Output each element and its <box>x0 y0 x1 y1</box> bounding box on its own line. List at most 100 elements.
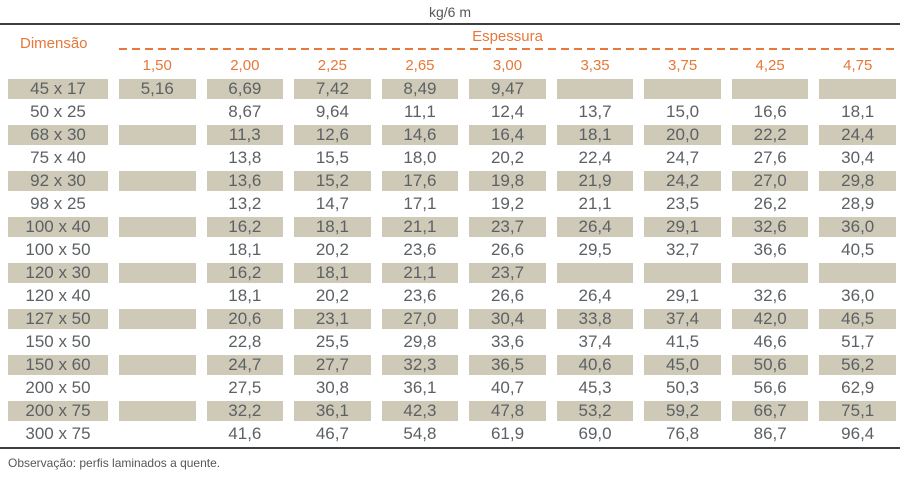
value-cell: 5,16 <box>119 79 196 99</box>
value-cell: 66,7 <box>731 401 809 421</box>
value-cell: 22,4 <box>578 148 612 167</box>
column-header: 1,50 <box>142 56 172 74</box>
value-cell <box>819 79 896 99</box>
value-cell: 13,2 <box>228 194 262 213</box>
value-cell: 24,2 <box>644 171 721 191</box>
top-divider <box>0 23 900 25</box>
value-cell: 54,8 <box>403 424 437 443</box>
value-cell: 16,2 <box>206 217 284 237</box>
value-cell: 29,1 <box>644 217 721 237</box>
value-cell: 69,0 <box>578 424 612 443</box>
value-cell: 76,8 <box>666 424 700 443</box>
thickness-header-zone: Espessura <box>119 25 896 53</box>
value-cell: 53,2 <box>556 401 634 421</box>
table-row: 100 x 50 18,1 20,2 23,6 26,6 29,5 32,7 36,6 40,5 <box>8 240 896 260</box>
value-cell: 50,3 <box>666 378 700 397</box>
value-cell: 15,0 <box>666 102 700 121</box>
value-cell: 21,9 <box>556 171 634 191</box>
value-cell: 27,6 <box>753 148 787 167</box>
value-cell: 22,8 <box>228 332 262 351</box>
value-cell <box>644 263 721 283</box>
value-cell: 18,1 <box>228 240 262 259</box>
table-body: 45 x 17 5,16 6,69 7,42 8,49 9,47 50 x 25 8,67 9,… <box>8 79 896 444</box>
value-cell: 61,9 <box>490 424 525 443</box>
value-cell <box>119 401 196 421</box>
value-cell: 32,6 <box>753 286 787 305</box>
column-header: 2,25 <box>317 56 347 74</box>
table-row: 120 x 30 16,2 18,1 21,1 23,7 <box>8 263 896 283</box>
value-cell <box>119 102 196 122</box>
value-cell: 26,6 <box>490 286 525 305</box>
value-cell: 32,3 <box>381 355 459 375</box>
value-cell: 23,6 <box>403 286 437 305</box>
value-cell <box>119 424 196 444</box>
column-header: 4,25 <box>755 56 785 74</box>
value-cell: 47,8 <box>469 401 546 421</box>
footnote: Observação: perfis laminados a quente. <box>8 456 221 470</box>
table-row: 68 x 30 11,3 12,6 14,6 16,4 18,1 20,0 22,2 24,4 <box>8 125 896 145</box>
dimension-cell: 98 x 25 <box>30 194 86 213</box>
table-row: 150 x 50 22,8 25,5 29,8 33,6 37,4 41,5 46,6 51,7 <box>8 332 896 352</box>
dimension-cell: 200 x 50 <box>25 378 91 397</box>
value-cell: 32,7 <box>666 240 700 259</box>
value-cell: 45,3 <box>578 378 612 397</box>
value-cell: 23,7 <box>469 263 546 283</box>
value-cell: 16,2 <box>206 263 284 283</box>
value-cell: 56,6 <box>753 378 787 397</box>
value-cell: 27,0 <box>731 171 809 191</box>
value-cell: 7,42 <box>294 79 371 99</box>
value-cell: 26,2 <box>753 194 787 213</box>
value-cell <box>119 217 196 237</box>
bottom-divider <box>0 447 900 449</box>
value-cell: 11,3 <box>206 125 284 145</box>
value-cell: 29,8 <box>403 332 437 351</box>
value-cell <box>119 286 196 306</box>
value-cell: 11,1 <box>404 102 436 121</box>
value-cell: 24,7 <box>206 355 284 375</box>
value-cell <box>119 355 196 375</box>
table-row: 45 x 17 5,16 6,69 7,42 8,49 9,47 <box>8 79 896 99</box>
dimension-cell: 75 x 40 <box>30 148 86 167</box>
dimension-cell: 120 x 40 <box>25 286 91 305</box>
value-cell <box>819 263 896 283</box>
value-cell: 18,1 <box>294 263 371 283</box>
value-cell: 36,5 <box>469 355 546 375</box>
value-cell: 20,2 <box>315 240 349 259</box>
value-cell: 36,0 <box>841 286 875 305</box>
value-cell <box>731 263 809 283</box>
value-cell: 26,4 <box>578 286 612 305</box>
dimension-cell: 68 x 30 <box>8 125 108 145</box>
value-cell: 21,1 <box>578 194 612 213</box>
value-cell: 46,7 <box>315 424 349 443</box>
value-cell: 14,6 <box>381 125 459 145</box>
dimension-cell: 120 x 30 <box>8 263 108 283</box>
value-cell: 20,2 <box>490 148 525 167</box>
value-cell: 27,0 <box>381 309 459 329</box>
value-cell: 19,8 <box>469 171 546 191</box>
value-cell: 17,6 <box>381 171 459 191</box>
value-cell: 18,1 <box>294 217 371 237</box>
dimension-cell: 200 x 75 <box>8 401 108 421</box>
value-cell: 40,5 <box>841 240 875 259</box>
value-cell: 15,2 <box>294 171 371 191</box>
value-cell: 12,6 <box>294 125 371 145</box>
table-row: 50 x 25 8,67 9,64 11,1 12,4 13,7 15,0 16,6 18,1 <box>8 102 896 122</box>
value-cell: 25,5 <box>315 332 349 351</box>
value-cell: 40,6 <box>556 355 634 375</box>
value-cell: 30,4 <box>841 148 875 167</box>
value-cell: 13,7 <box>578 102 612 121</box>
value-cell: 23,5 <box>666 194 700 213</box>
value-cell: 29,1 <box>666 286 700 305</box>
value-cell: 32,2 <box>206 401 284 421</box>
value-cell <box>119 148 196 168</box>
table-row: 98 x 25 13,2 14,7 17,1 19,2 21,1 23,5 26,2 28,9 <box>8 194 896 214</box>
value-cell <box>119 240 196 260</box>
value-cell <box>119 263 196 283</box>
value-cell: 40,7 <box>490 378 525 397</box>
value-cell: 51,7 <box>841 332 875 351</box>
value-cell: 27,5 <box>228 378 262 397</box>
value-cell: 36,0 <box>819 217 896 237</box>
column-header: 3,00 <box>492 56 523 74</box>
value-cell: 13,8 <box>228 148 262 167</box>
